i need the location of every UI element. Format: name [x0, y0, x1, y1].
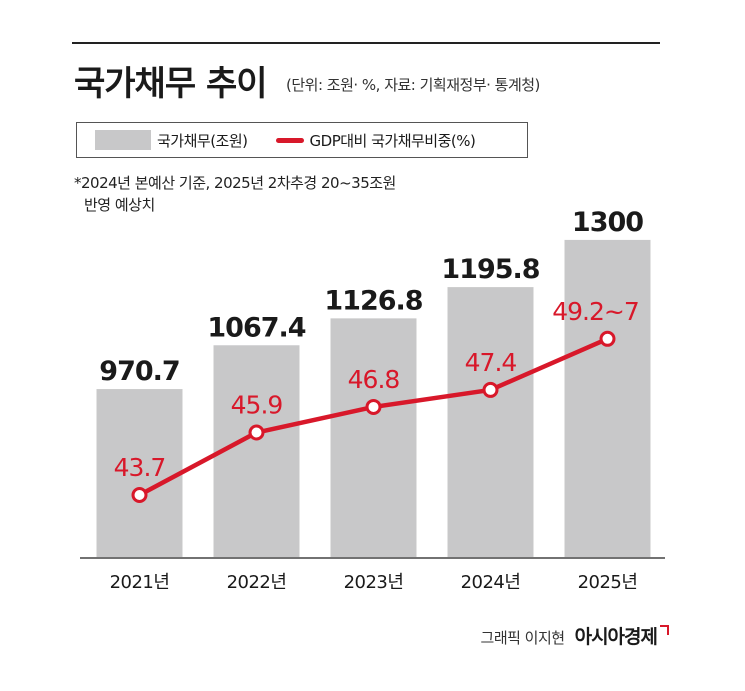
legend-bar-label: 국가채무(조원): [157, 131, 248, 150]
graphic-credit: 그래픽 이지현: [480, 629, 566, 647]
x-tick-label: 2023년: [344, 572, 404, 593]
x-tick-label: 2022년: [227, 572, 287, 593]
bar-2021년: [96, 389, 183, 557]
debt-ratio-label: 43.7: [114, 453, 166, 482]
bar-value-label: 1300: [572, 207, 643, 238]
bar-2024년: [447, 287, 534, 557]
legend-bar-swatch: [95, 130, 151, 150]
bar-2022년: [213, 345, 300, 557]
bar-2023년: [330, 318, 417, 557]
debt-ratio-point: [131, 487, 148, 503]
legend: 국가채무(조원) GDP대비 국가채무비중(%): [76, 122, 528, 158]
footnote-line-2: 반영 예상치: [84, 196, 155, 214]
debt-ratio-point: [248, 424, 265, 441]
legend-line-swatch: [275, 137, 304, 143]
bar-value-label: 1126.8: [324, 285, 422, 316]
chart-subtitle: (단위: 조원· %, 자료: 기획재정부· 통계청): [286, 76, 540, 94]
x-tick-label: 2021년: [110, 572, 170, 593]
bar-value-label: 1067.4: [207, 312, 305, 343]
debt-ratio-point: [599, 330, 616, 347]
debt-ratio-point: [482, 381, 499, 398]
footnote-line-1: *2024년 본예산 기준, 2025년 2차추경 20~35조원: [74, 174, 396, 192]
x-tick-label: 2024년: [461, 572, 521, 593]
bar-value-label: 970.7: [99, 356, 179, 387]
debt-ratio-label: 47.4: [465, 348, 517, 377]
debt-ratio-label: 45.9: [231, 391, 283, 420]
legend-line-label: GDP대비 국가채무비중(%): [309, 131, 476, 150]
debt-ratio-point: [365, 398, 382, 415]
footnote: *2024년 본예산 기준, 2025년 2차추경 20~35조원 반영 예상치: [74, 172, 396, 216]
debt-ratio-label: 46.8: [348, 365, 400, 394]
bar-value-label: 1195.8: [441, 254, 539, 285]
chart-title: 국가채무 추이: [74, 64, 268, 104]
bar-2025년: [564, 239, 651, 557]
brand-mark-icon: [660, 625, 669, 635]
x-tick-label: 2025년: [578, 572, 638, 593]
top-rule: [72, 42, 660, 44]
brand-name: 아시아경제: [574, 626, 658, 648]
brand-logo: 아시아경제: [575, 622, 669, 649]
footer: 그래픽 이지현 아시아경제: [481, 622, 669, 649]
debt-ratio-label: 49.2~7: [552, 297, 639, 326]
